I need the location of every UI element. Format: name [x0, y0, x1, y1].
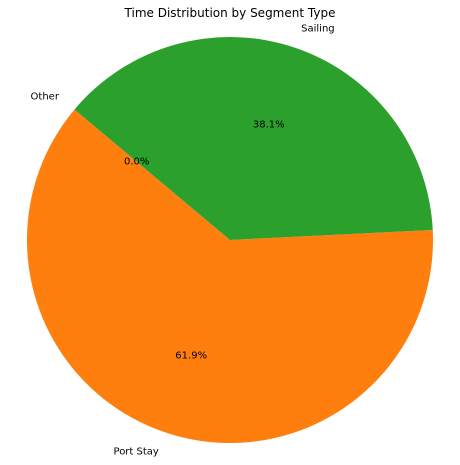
pie-slices: [27, 37, 433, 443]
slice-pct-other: 0.0%: [124, 157, 149, 168]
slice-label-other: Other: [31, 91, 60, 102]
slice-label-sailing: Sailing: [301, 23, 335, 34]
chart-title: Time Distribution by Segment Type: [124, 6, 336, 20]
slice-label-port-stay: Port Stay: [114, 447, 159, 458]
slice-pct-port-stay: 61.9%: [175, 350, 207, 361]
slice-pct-sailing: 38.1%: [253, 120, 285, 131]
